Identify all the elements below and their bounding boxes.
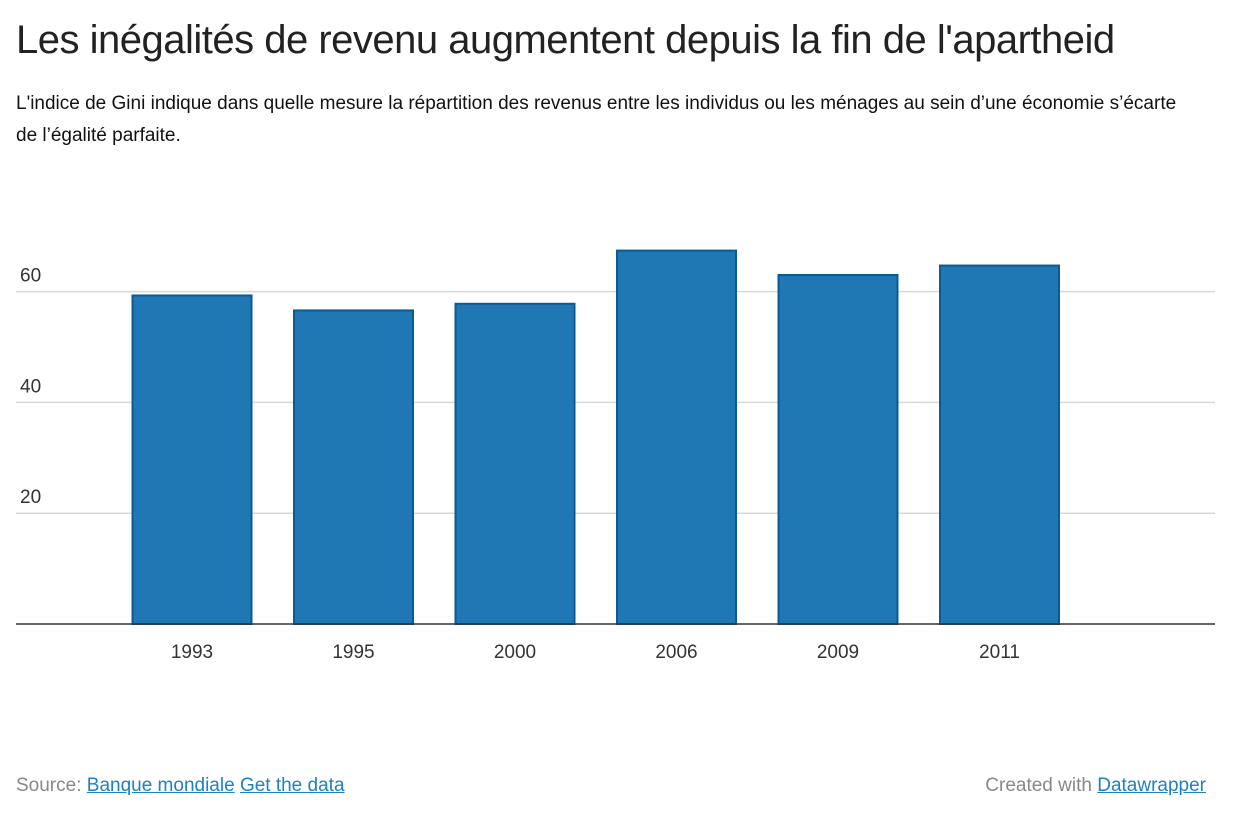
x-tick-label: 1995 bbox=[332, 642, 374, 663]
credit-footer: Created with Datawrapper bbox=[985, 775, 1206, 797]
x-tick-label: 1993 bbox=[171, 642, 213, 663]
source-label: Source: bbox=[16, 775, 82, 796]
chart-title: Les inégalités de revenu augmentent depu… bbox=[16, 18, 1115, 62]
bar-2011 bbox=[939, 264, 1060, 625]
created-label: Created with bbox=[985, 775, 1092, 796]
bar-2006 bbox=[616, 249, 737, 625]
bar-2000 bbox=[454, 302, 576, 625]
x-tick-label: 2000 bbox=[494, 642, 536, 663]
get-data-link[interactable]: Get the data bbox=[239, 775, 345, 796]
y-tick-label: 60 bbox=[20, 266, 41, 287]
datawrapper-link[interactable]: Datawrapper bbox=[1097, 775, 1206, 796]
y-tick-label: 20 bbox=[20, 487, 41, 508]
x-tick-label: 2011 bbox=[979, 642, 1020, 663]
bar-chart: 20 40 60 1993 1995 2000 2006 2009 2011 bbox=[16, 249, 1215, 663]
y-tick-label: 40 bbox=[20, 376, 41, 397]
source-link[interactable]: Banque mondiale bbox=[86, 775, 235, 796]
bar-1995 bbox=[293, 309, 414, 625]
chart-subtitle: L'indice de Gini indique dans quelle mes… bbox=[16, 93, 1177, 146]
x-tick-label: 2009 bbox=[817, 642, 859, 663]
bar-2009 bbox=[777, 273, 899, 625]
bar-1993 bbox=[131, 294, 253, 625]
source-footer: Source: Banque mondiale Get the data bbox=[16, 775, 345, 797]
x-tick-label: 2006 bbox=[655, 642, 697, 663]
